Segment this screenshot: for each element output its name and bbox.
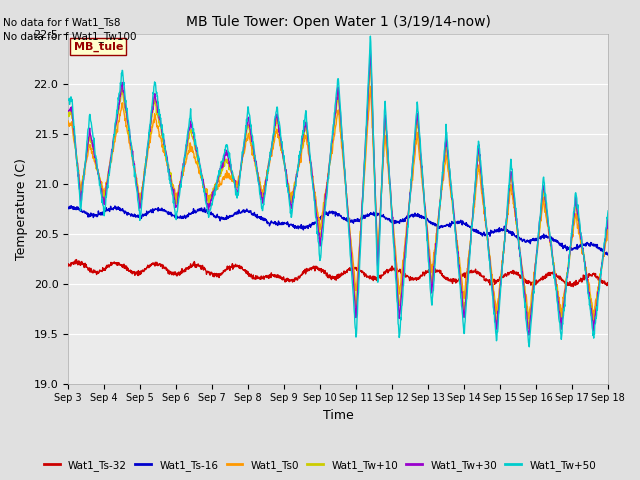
- Text: No data for f Wat1_Tw100: No data for f Wat1_Tw100: [3, 31, 137, 42]
- Legend: Wat1_Ts-32, Wat1_Ts-16, Wat1_Ts0, Wat1_Tw+10, Wat1_Tw+30, Wat1_Tw+50: Wat1_Ts-32, Wat1_Ts-16, Wat1_Ts0, Wat1_T…: [40, 456, 600, 475]
- X-axis label: Time: Time: [323, 409, 353, 422]
- Text: No data for f Wat1_Ts8: No data for f Wat1_Ts8: [3, 17, 121, 28]
- Title: MB Tule Tower: Open Water 1 (3/19/14-now): MB Tule Tower: Open Water 1 (3/19/14-now…: [186, 15, 491, 29]
- Y-axis label: Temperature (C): Temperature (C): [15, 158, 28, 260]
- Text: MB_tule: MB_tule: [74, 41, 123, 51]
